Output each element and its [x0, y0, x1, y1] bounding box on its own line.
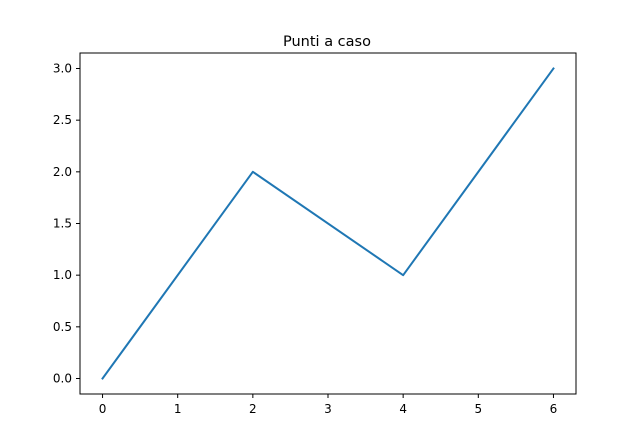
series-line-0	[101, 67, 555, 380]
x-tick-label: 3	[324, 402, 332, 416]
y-tick-label: 1.0	[53, 268, 72, 282]
y-tick-label: 0.5	[53, 320, 72, 334]
y-tick-label: 3.0	[53, 62, 72, 76]
x-tick-label: 4	[399, 402, 407, 416]
x-tick-label: 5	[474, 402, 482, 416]
y-tick-label: 2.0	[53, 165, 72, 179]
y-tick-label: 1.5	[53, 217, 72, 231]
y-tick-label: 0.0	[53, 372, 72, 386]
x-tick-label: 6	[550, 402, 558, 416]
plot-area: 0 1 2 3 4 5 6 0.0 0.5 1.0 1.5 2.0 2.5 3.0	[53, 52, 577, 416]
y-tick-label: 2.5	[53, 113, 72, 127]
chart-title: Punti a caso	[283, 34, 371, 50]
x-tick-label: 0	[99, 402, 107, 416]
x-tick-label: 2	[249, 402, 257, 416]
x-tick-label: 1	[174, 402, 182, 416]
